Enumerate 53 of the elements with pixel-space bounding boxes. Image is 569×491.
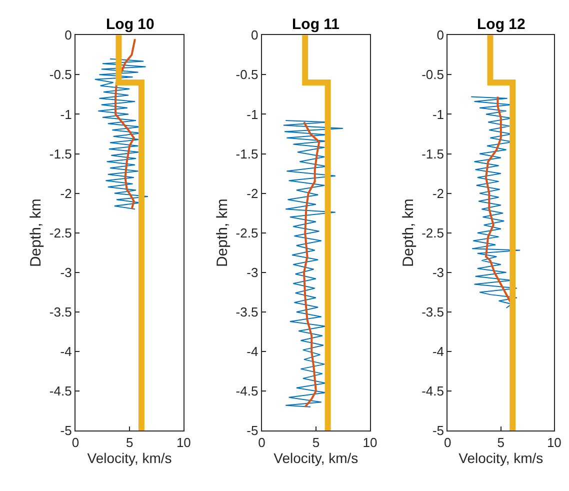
y-tick-label: -2 [432,186,444,201]
y-axis-title: Depth, km [400,198,417,268]
y-tick-label: 0 [436,28,444,43]
x-tick-label: 10 [362,435,378,450]
y-tick-label: -4 [432,344,444,360]
y-tick-label: -3 [432,264,444,280]
x-tick-label: 5 [497,435,505,450]
y-axis-title: Depth, km [214,198,232,268]
y-tick-label: 0 [64,28,72,43]
x-tick-label: 10 [546,435,562,450]
y-tick-label: -2 [60,186,72,201]
y-tick-label: -2.5 [422,225,444,240]
y-tick-label: -1 [246,106,258,122]
x-axis-title: Velocity, km/s [458,450,544,466]
y-tick-label: -1.5 [422,146,444,162]
line-series [282,120,344,408]
chart-title: Log 10 [106,16,154,33]
line-series [303,121,320,408]
x-axis-title: Velocity, km/s [87,450,172,466]
line-series [94,58,148,210]
y-tick-label: -4 [60,344,72,360]
y-tick-label: -1.5 [49,146,72,162]
y-tick-label: -2 [246,186,258,201]
y-tick-label: -5 [432,423,444,438]
y-tick-label: -1 [432,106,444,122]
chart-title: Log 12 [477,16,526,33]
y-tick-label: -3 [246,264,258,280]
y-tick-label: -0.5 [422,67,444,82]
y-tick-label: -3.5 [422,304,444,320]
y-tick-label: -4 [246,344,258,360]
y-tick-label: -3 [60,264,72,280]
x-tick-label: 5 [312,435,320,450]
y-tick-label: -3.5 [49,304,72,320]
y-axis-title: Depth, km [28,198,45,268]
y-tick-label: -1 [60,106,72,122]
y-tick-label: -5 [60,423,72,438]
y-tick-label: 0 [250,28,258,43]
line-series [470,96,521,309]
line-series [114,38,136,210]
y-tick-label: -4.5 [236,384,258,399]
y-tick-label: -4.5 [49,384,72,399]
x-tick-label: 5 [126,435,134,450]
y-tick-label: -4.5 [422,384,444,399]
x-axis-title: Velocity, km/s [274,450,358,466]
y-tick-label: -0.5 [49,67,72,82]
y-tick-label: -3.5 [236,304,258,320]
y-tick-label: -5 [246,423,258,438]
x-tick-label: 10 [176,435,191,450]
y-tick-label: -0.5 [236,67,258,82]
y-tick-label: -2.5 [236,225,258,240]
y-tick-label: -2.5 [49,225,72,240]
y-tick-label: -1.5 [236,146,258,162]
chart-title: Log 11 [292,16,340,33]
